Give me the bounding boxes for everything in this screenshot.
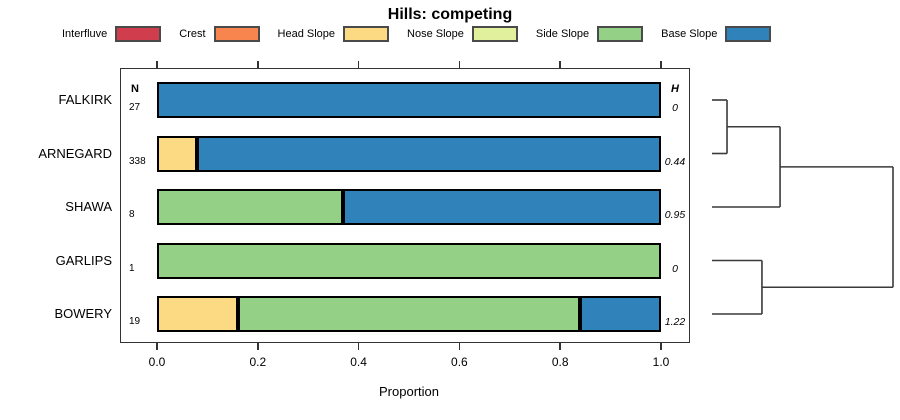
bar-segment-side-slope: [157, 242, 661, 279]
h-value: 0.95: [664, 209, 686, 221]
legend-label: Nose Slope: [407, 28, 464, 40]
x-axis-top-tick: [458, 61, 461, 68]
n-value: 338: [129, 155, 146, 167]
h-column-header: H: [671, 83, 679, 95]
bar-segment-head-slope: [157, 296, 238, 332]
category-label: SHAWA: [65, 199, 112, 214]
x-axis-bottom-tick: [458, 343, 461, 350]
x-axis-tick-label: 1.0: [652, 355, 670, 369]
x-axis-tick-label: 0.0: [148, 355, 166, 369]
legend-swatch: [343, 26, 390, 42]
legend: Interfluve Crest Head Slope Nose Slope Side …: [62, 26, 772, 42]
x-axis-bottom-tick: [156, 343, 158, 350]
bar-segment-base-slope: [343, 189, 661, 225]
h-value: 0.44: [664, 155, 686, 168]
category-label: FALKIRK: [58, 92, 112, 107]
legend-swatch: [213, 26, 260, 42]
legend-swatch: [471, 26, 518, 42]
chart-title: Hills: competing: [387, 6, 513, 23]
x-axis-bottom-tick: [257, 343, 259, 350]
category-label: ARNEGARD: [38, 145, 112, 161]
bar-segment-head-slope: [157, 135, 198, 172]
legend-swatch: [725, 26, 772, 42]
legend-label: Side Slope: [535, 28, 590, 40]
legend-item: Base Slope: [661, 26, 772, 42]
legend-label: Head Slope: [277, 28, 336, 40]
x-axis-tick-label: 0.4: [350, 355, 367, 369]
category-label: BOWERY: [54, 306, 112, 321]
category-label: GARLIPS: [55, 252, 112, 268]
h-value: 0: [672, 102, 678, 114]
legend-item: Nose Slope: [407, 26, 518, 42]
x-axis-tick-label: 0.2: [249, 355, 267, 369]
legend-label: Interfluve: [62, 28, 108, 40]
n-value: 8: [129, 209, 135, 220]
x-axis-bottom-tick: [357, 343, 360, 350]
legend-item: Crest: [179, 26, 260, 42]
bar-segment-base-slope: [580, 296, 661, 332]
legend-item: Interfluve: [62, 26, 162, 42]
h-value: 1.22: [664, 316, 686, 328]
bar-segment-side-slope: [237, 296, 581, 332]
x-axis-bottom-tick: [559, 343, 561, 350]
x-axis-top-tick: [156, 61, 158, 68]
x-axis-top-tick: [257, 61, 259, 68]
legend-label: Base Slope: [661, 28, 718, 40]
x-axis-tick-label: 0.8: [551, 355, 569, 369]
bar-segment-base-slope: [157, 82, 661, 118]
legend-label: Crest: [179, 28, 206, 40]
legend-swatch: [115, 26, 162, 42]
legend-item: Head Slope: [278, 26, 390, 42]
x-axis-top-tick: [559, 61, 561, 68]
legend-item: Side Slope: [535, 26, 644, 42]
n-value: 19: [129, 316, 141, 327]
n-column-header: N: [131, 83, 139, 95]
bar-segment-side-slope: [157, 189, 344, 225]
n-value: 1: [129, 262, 135, 274]
x-axis-label: Proportion: [379, 384, 439, 399]
legend-swatch: [597, 26, 644, 42]
x-axis-top-tick: [660, 61, 662, 68]
x-axis-bottom-tick: [660, 343, 662, 350]
n-value: 27: [129, 102, 141, 113]
h-value: 0: [672, 262, 678, 275]
x-axis-tick-label: 0.6: [451, 355, 468, 369]
bar-segment-base-slope: [197, 135, 661, 172]
x-axis-top-tick: [357, 61, 360, 68]
